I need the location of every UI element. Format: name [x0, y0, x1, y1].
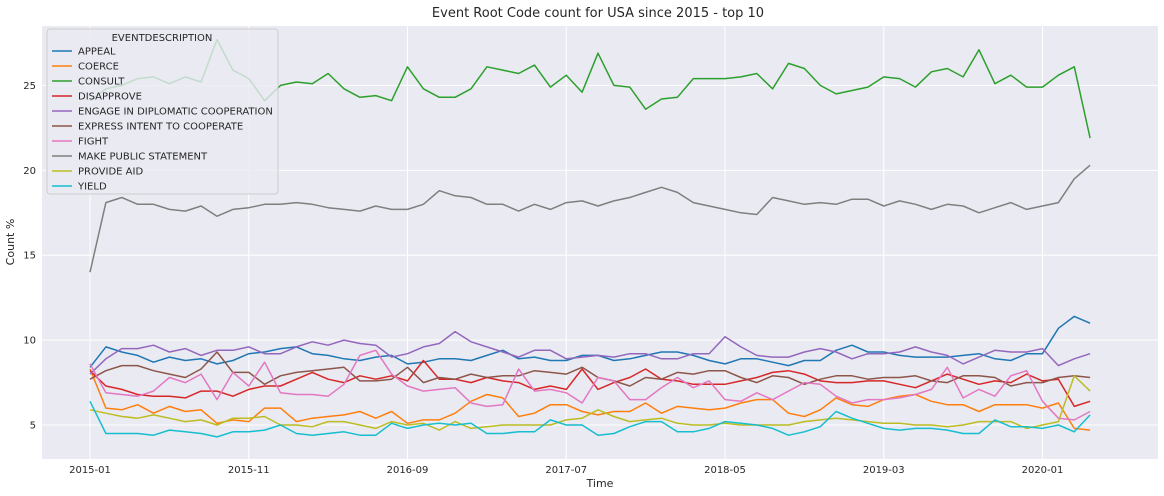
tick-labels: 5 10 15 20 25 2015-01 2015-11 2016-09 2017-07 201… — [23, 81, 1063, 476]
legend: EVENTDESCRIPTION APPEAL COERCE CONSULT DISA… — [46, 28, 279, 195]
legend-label-appeal: APPEAL — [78, 47, 116, 58]
legend-label-engage-in-diplomatic-cooperation: ENGAGE IN DIPLOMATIC COOPERATION — [78, 107, 273, 118]
legend-label-provide-aid: PROVIDE AID — [78, 167, 143, 178]
y-tick-label: 10 — [23, 336, 36, 347]
legend-label-fight: FIGHT — [78, 137, 109, 148]
x-tick-label: 2015-11 — [228, 465, 270, 476]
legend-box — [46, 28, 279, 195]
grid — [42, 26, 1158, 459]
x-tick-label: 2015-01 — [69, 465, 111, 476]
y-tick-label: 15 — [23, 251, 36, 262]
series-line-engage-in-diplomatic-cooperation — [89, 330, 1091, 375]
series-line-yield — [89, 400, 1091, 438]
x-axis-label: Time — [586, 477, 614, 490]
y-tick-label: 20 — [23, 166, 36, 177]
y-axis-label: Count % — [4, 219, 17, 266]
series-line-make-public-statement — [89, 164, 1091, 273]
legend-items: APPEAL COERCE CONSULT DISAPPROVE ENGAGE IN D… — [52, 47, 273, 193]
series-line-disapprove — [89, 359, 1091, 408]
series-line-appeal — [89, 315, 1091, 368]
x-tick-label: 2020-01 — [1022, 465, 1064, 476]
x-tick-label: 2018-05 — [704, 465, 746, 476]
x-tick-label: 2016-09 — [387, 465, 429, 476]
series-line-express-intent-to-cooperate — [89, 351, 1091, 387]
chart-title: Event Root Code count for USA since 2015… — [432, 6, 764, 21]
y-tick-label: 5 — [30, 421, 36, 432]
legend-label-make-public-statement: MAKE PUBLIC STATEMENT — [78, 152, 208, 163]
x-tick-label: 2017-07 — [545, 465, 587, 476]
legend-label-coerce: COERCE — [78, 62, 119, 73]
series-line-fight — [89, 349, 1091, 421]
legend-title: EVENTDESCRIPTION — [112, 33, 213, 44]
legend-label-disapprove: DISAPPROVE — [78, 92, 142, 103]
x-tick-label: 2019-03 — [863, 465, 905, 476]
y-tick-label: 25 — [23, 81, 36, 92]
legend-label-express-intent-to-cooperate: EXPRESS INTENT TO COOPERATE — [78, 122, 243, 133]
series-lines — [89, 38, 1091, 438]
legend-label-consult: CONSULT — [78, 77, 125, 88]
series-line-provide-aid — [89, 375, 1091, 431]
legend-label-yield: YIELD — [77, 182, 107, 193]
